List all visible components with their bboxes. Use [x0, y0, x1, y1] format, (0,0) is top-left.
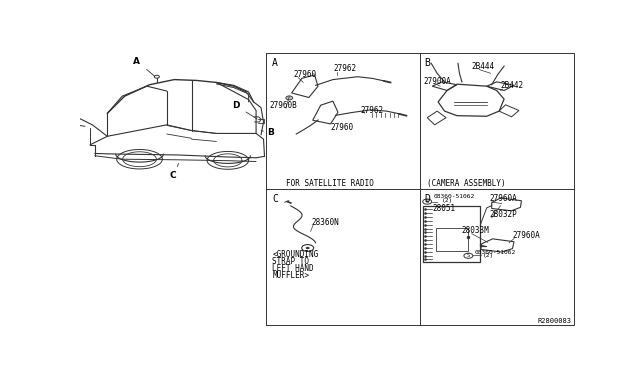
Text: A: A [272, 58, 278, 68]
Text: (CAMERA ASSEMBLY): (CAMERA ASSEMBLY) [428, 179, 506, 189]
Text: STRAP TO: STRAP TO [273, 257, 310, 266]
Text: D: D [425, 194, 431, 204]
Text: 28360N: 28360N [312, 218, 339, 227]
Text: C: C [170, 171, 177, 180]
Text: C: C [272, 194, 278, 204]
Text: A: A [132, 57, 140, 66]
Text: 2B032P: 2B032P [489, 210, 517, 219]
Text: 08360-51062: 08360-51062 [474, 250, 516, 255]
Text: 08360-51062: 08360-51062 [433, 194, 474, 199]
Text: 27960: 27960 [293, 70, 316, 79]
Text: (2): (2) [442, 198, 453, 203]
Text: 2B442: 2B442 [500, 81, 524, 90]
Text: 2B444: 2B444 [472, 62, 495, 71]
Text: S: S [467, 253, 470, 258]
Circle shape [286, 96, 292, 100]
Text: 28033M: 28033M [462, 226, 490, 235]
Text: R2800083: R2800083 [537, 318, 571, 324]
Text: FOR SATELLITE RADIO: FOR SATELLITE RADIO [286, 179, 374, 189]
Text: 27960A: 27960A [513, 231, 540, 240]
Text: (2): (2) [483, 253, 494, 259]
Text: 27962: 27962 [361, 106, 384, 115]
Text: D: D [232, 101, 240, 110]
Text: 27962: 27962 [333, 64, 356, 73]
Text: S: S [426, 199, 429, 204]
Text: B: B [425, 58, 431, 68]
Text: 27900A: 27900A [423, 77, 451, 86]
Text: 27960A: 27960A [489, 194, 517, 203]
Text: MUFFLER>: MUFFLER> [273, 271, 310, 280]
Text: <GROUNDING: <GROUNDING [273, 250, 319, 259]
Text: 28051: 28051 [432, 204, 455, 214]
Text: 27960: 27960 [330, 123, 354, 132]
Circle shape [306, 247, 310, 249]
Text: 27960B: 27960B [269, 101, 297, 110]
Text: B: B [268, 128, 275, 137]
Text: LEFT HAND: LEFT HAND [273, 264, 314, 273]
